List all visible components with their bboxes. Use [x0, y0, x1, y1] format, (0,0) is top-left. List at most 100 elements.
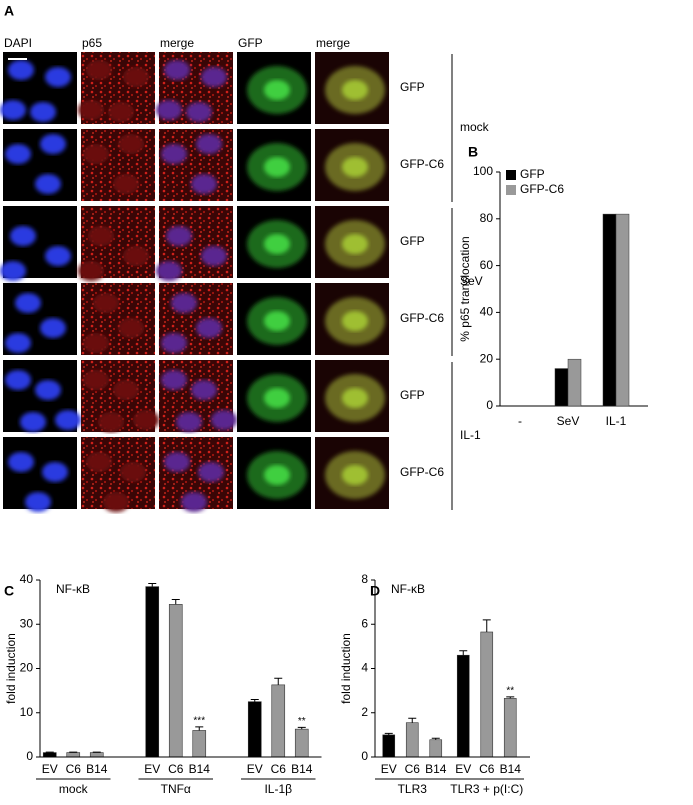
column-header: merge — [160, 36, 194, 50]
nucleus — [86, 452, 112, 472]
nucleus — [196, 318, 222, 338]
group-label: TLR3 — [398, 782, 428, 796]
y-tick-label: 60 — [480, 258, 494, 272]
nucleus — [8, 452, 34, 472]
nucleus — [123, 67, 149, 87]
legend-swatch — [506, 185, 516, 195]
row-label: GFP-C6 — [400, 311, 444, 325]
bar — [43, 753, 56, 757]
nucleus — [10, 226, 36, 246]
nucleus — [78, 261, 104, 281]
nucleus — [120, 462, 146, 482]
nucleus — [264, 157, 290, 177]
micrograph — [237, 206, 311, 278]
column-header: merge — [316, 36, 350, 50]
bar — [603, 214, 616, 406]
bar — [146, 587, 159, 757]
micrograph — [237, 52, 311, 124]
bar — [504, 698, 516, 757]
nucleus — [264, 311, 290, 331]
y-tick-label: 6 — [361, 616, 368, 630]
x-tick-label: B14 — [86, 762, 108, 776]
nucleus — [133, 410, 159, 430]
chart-title: NF-κB — [56, 582, 90, 596]
micrograph — [315, 52, 389, 124]
condition-label: mock — [460, 120, 490, 134]
nucleus — [5, 144, 31, 164]
micrograph — [3, 129, 77, 201]
micrograph — [315, 206, 389, 278]
panel-label: A — [4, 3, 14, 19]
x-tick-label: C6 — [479, 762, 495, 776]
nucleus — [98, 412, 124, 432]
nucleus — [201, 67, 227, 87]
row-label: GFP-C6 — [400, 465, 444, 479]
x-tick-label: B14 — [291, 762, 313, 776]
bar — [67, 753, 80, 757]
nucleus — [342, 80, 368, 100]
x-tick-label: EV — [381, 762, 397, 776]
nucleus — [264, 80, 290, 100]
y-tick-label: 40 — [20, 572, 34, 586]
micrograph — [0, 52, 77, 124]
bar — [295, 729, 308, 757]
y-tick-label: 2 — [361, 705, 368, 719]
nucleus — [45, 246, 71, 266]
nucleus — [264, 465, 290, 485]
bar — [555, 369, 568, 406]
x-tick-label: B14 — [500, 762, 522, 776]
nucleus — [113, 380, 139, 400]
nucleus — [198, 462, 224, 482]
nucleus — [45, 67, 71, 87]
nucleus — [342, 157, 368, 177]
significance: ** — [506, 685, 514, 696]
error-bar — [274, 678, 282, 685]
micrograph — [315, 437, 389, 509]
nucleus — [156, 100, 182, 120]
nucleus — [108, 102, 134, 122]
nucleus — [78, 100, 104, 120]
y-tick-label: 20 — [20, 661, 34, 675]
micrograph — [3, 283, 77, 355]
x-tick-label: - — [518, 414, 522, 428]
nucleus — [0, 261, 26, 281]
x-tick-label: C6 — [405, 762, 421, 776]
bar — [193, 730, 206, 757]
y-tick-label: 0 — [26, 749, 33, 763]
nucleus — [164, 60, 190, 80]
nucleus — [164, 452, 190, 472]
bar — [457, 655, 469, 757]
nucleus — [166, 226, 192, 246]
x-tick-label: B14 — [425, 762, 447, 776]
legend-label: GFP — [520, 167, 545, 181]
nucleus — [83, 333, 109, 353]
error-bar — [459, 651, 467, 655]
micrograph — [237, 129, 311, 201]
nucleus — [264, 388, 290, 408]
nucleus — [30, 102, 56, 122]
nucleus — [118, 134, 144, 154]
nucleus — [86, 60, 112, 80]
nucleus — [55, 410, 81, 430]
y-tick-label: 4 — [361, 661, 368, 675]
y-tick-label: 8 — [361, 572, 368, 586]
error-bar — [408, 718, 416, 722]
column-header: GFP — [238, 36, 263, 50]
nucleus — [161, 144, 187, 164]
nucleus — [342, 311, 368, 331]
micrograph — [81, 129, 155, 201]
nucleus — [264, 234, 290, 254]
micrograph — [237, 437, 311, 509]
nucleus — [342, 234, 368, 254]
micrograph — [81, 360, 159, 432]
nucleus — [123, 246, 149, 266]
y-tick-label: 100 — [473, 164, 493, 178]
significance: ** — [298, 716, 306, 727]
bar — [481, 632, 493, 757]
x-tick-label: IL-1 — [606, 414, 627, 428]
x-tick-label: C6 — [168, 762, 184, 776]
chart-title: NF-κB — [391, 582, 425, 596]
nucleus — [93, 293, 119, 313]
nucleus — [0, 100, 26, 120]
bar — [248, 702, 261, 757]
